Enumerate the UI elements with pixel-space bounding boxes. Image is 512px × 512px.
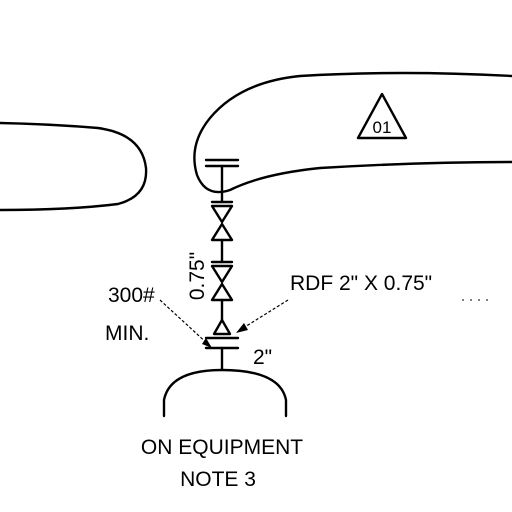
reducer-symbol [212,318,232,336]
reducer-label: RDF 2" X 0.75" [290,272,432,295]
rating-leader-arrow [202,338,212,348]
pipe-size-label: 0.75" [186,252,209,300]
revision-triangle [356,92,408,140]
right-cloud-outline [193,71,512,194]
valve-2-top-triangle [210,264,234,284]
valve-1-top-triangle [210,204,234,224]
left-cloud-outline [0,121,148,212]
reducer-leader [239,299,289,331]
equipment-label-line2: NOTE 3 [180,468,256,491]
valve-2-bottom-triangle [210,282,234,302]
rating-label-line1: 300# [108,284,155,307]
nozzle-size-label: 2" [253,346,272,369]
equipment-vessel-head [162,368,288,418]
valve-1-bottom-triangle [210,222,234,242]
rating-leader [159,299,211,347]
equipment-label-line1: ON EQUIPMENT [141,436,303,459]
rating-label-line2: MIN. [105,322,149,345]
revision-tag: 01 [373,118,392,137]
reducer-leader-arrow [236,323,248,333]
